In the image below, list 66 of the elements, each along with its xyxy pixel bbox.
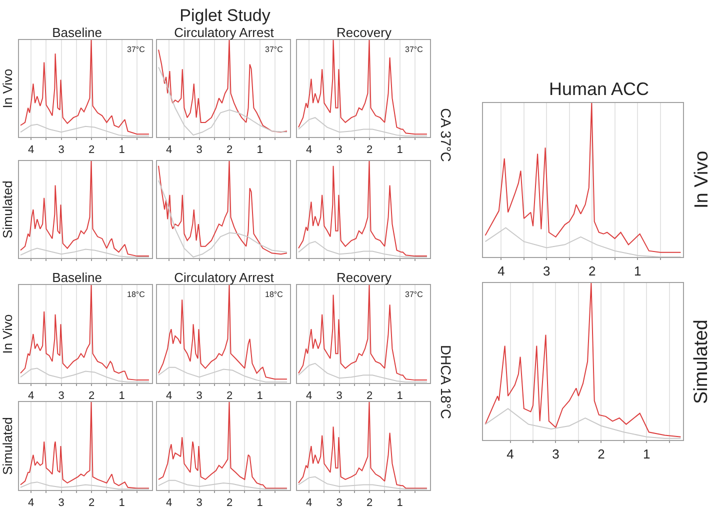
x-tick-label: 1 [643, 446, 650, 462]
text: Piglet Study [180, 6, 270, 26]
chart-title: Circulatory Arrest [174, 25, 274, 40]
x-tick-label: 4 [166, 390, 172, 402]
x-tick-label: 2 [88, 497, 95, 510]
x-tick-label: 1 [396, 390, 403, 402]
x-tick-label: 1 [256, 390, 263, 402]
annotation: 37°C [127, 45, 146, 54]
x-tick-label: 1 [118, 390, 125, 402]
chart-title: Recovery [336, 270, 392, 285]
y2-axis-title: In Vivo [692, 150, 709, 208]
x-tick-label: 2 [366, 390, 373, 402]
x-tick-label: 4 [306, 497, 312, 510]
x-tick-label: 3 [196, 390, 202, 402]
x-tick-label: 4 [28, 497, 34, 510]
x-tick-label: 4 [306, 144, 312, 156]
x-tick-label: 3 [196, 144, 202, 156]
x-tick-label: 3 [58, 390, 64, 402]
x-tick-label: 4 [498, 264, 505, 279]
x-tick-label: 3 [336, 144, 342, 156]
x-tick-label: 3 [552, 446, 560, 462]
y-axis-title: In Vivo [0, 68, 15, 108]
x-tick-label: 2 [366, 144, 373, 156]
x-tick-label: 4 [28, 390, 34, 402]
annotation: 18°C [127, 290, 146, 299]
x-tick-label: 3 [336, 497, 342, 510]
x-tick-label: 4 [506, 446, 514, 462]
chart-title: Baseline [52, 25, 102, 40]
y-axis-title: Simulated [0, 417, 15, 475]
x-tick-label: 4 [306, 390, 312, 402]
annotation: 37°C [265, 45, 284, 54]
x-tick-label: 2 [88, 144, 95, 156]
annotation: 37°C [405, 45, 424, 54]
chart-title: Baseline [52, 270, 102, 285]
x-tick-label: 4 [28, 144, 34, 156]
x-tick-label: 1 [118, 497, 125, 510]
x-tick-label: 1 [256, 144, 263, 156]
x-tick-label: 2 [588, 264, 596, 279]
x-tick-label: 1 [396, 144, 403, 156]
chart-title: Recovery [336, 25, 392, 40]
chart-title: Circulatory Arrest [174, 270, 274, 285]
annotation: 18°C [265, 290, 284, 299]
x-tick-label: 3 [196, 497, 202, 510]
chart-title: Human ACC [548, 79, 650, 99]
x-tick-label: 3 [58, 144, 64, 156]
x-tick-label: 2 [598, 446, 605, 462]
y-axis-title: In Vivo [0, 314, 15, 354]
x-tick-label: 2 [226, 497, 233, 510]
x-tick-label: 1 [634, 264, 642, 279]
x-tick-label: 3 [336, 390, 342, 402]
x-tick-label: 2 [226, 144, 233, 156]
y2-axis-title: Simulated [691, 320, 709, 404]
x-tick-label: 4 [166, 497, 172, 510]
x-tick-label: 3 [58, 497, 64, 510]
x-tick-label: 2 [226, 390, 233, 402]
x-tick-label: 1 [118, 144, 125, 156]
x-tick-label: 3 [543, 264, 550, 279]
x-tick-label: 1 [396, 497, 403, 510]
text: DHCA 18°C [438, 344, 454, 420]
annotation: 37°C [405, 290, 424, 299]
text: CA 37°C [438, 108, 454, 162]
x-tick-label: 2 [366, 497, 373, 510]
y-axis-title: Simulated [0, 180, 15, 238]
x-tick-label: 2 [88, 390, 95, 402]
x-tick-label: 4 [166, 144, 172, 156]
x-tick-label: 1 [256, 497, 263, 510]
